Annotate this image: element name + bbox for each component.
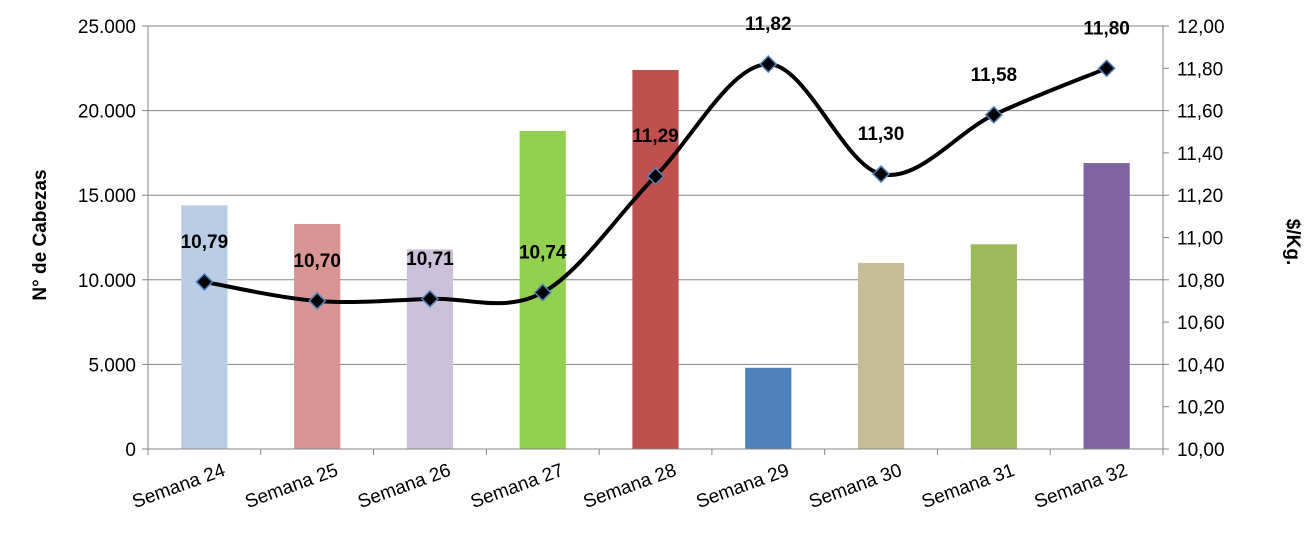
x-tick-label: Semana 29 — [693, 460, 792, 513]
price-marker — [646, 167, 665, 186]
price-markers — [195, 55, 1116, 311]
x-tick-label: Semana 28 — [581, 460, 680, 513]
x-tick-label: Semana 24 — [130, 460, 229, 513]
price-data-label: 11,58 — [971, 65, 1018, 86]
right-tick-label: 10,00 — [1177, 440, 1225, 461]
price-marker — [871, 164, 891, 184]
right-tick-label: 12,00 — [1177, 17, 1225, 38]
price-marker — [308, 291, 327, 311]
right-tick-label: 10,20 — [1177, 398, 1225, 419]
price-data-label: 11,80 — [1083, 18, 1130, 39]
price-line — [204, 62, 1108, 306]
left-tick-label: 15.000 — [78, 186, 136, 207]
right-axis-ticks: 10,00 10,20 10,40 10,60 10,80 11,00 11,20 11,40… — [1163, 17, 1225, 461]
price-marker — [420, 289, 440, 308]
price-data-label: 10,79 — [181, 232, 229, 253]
price-data-label: 11,82 — [745, 14, 792, 35]
price-marker — [533, 283, 552, 302]
bar — [181, 205, 228, 449]
bar — [406, 249, 454, 449]
right-tick-label: 11,40 — [1177, 144, 1223, 165]
x-tick-label: Semana 30 — [806, 460, 905, 513]
price-data-label: 10,71 — [406, 249, 454, 270]
x-tick-label: Semana 32 — [1032, 460, 1131, 513]
bars — [181, 69, 1130, 450]
left-axis-title: N° de Cabezas — [30, 169, 51, 300]
right-tick-label: 10,60 — [1177, 313, 1225, 334]
right-tick-label: 11,20 — [1177, 186, 1223, 207]
price-data-label: 10,74 — [519, 242, 567, 263]
x-tick-label: Semana 25 — [242, 460, 341, 513]
bar — [970, 244, 1017, 449]
price-data-label: 11,29 — [632, 126, 679, 147]
left-tick-label: 0 — [125, 440, 136, 461]
left-tick-label: 5.000 — [88, 355, 136, 376]
right-axis-title: $/Kg. — [1282, 219, 1303, 265]
left-tick-label: 10.000 — [78, 271, 136, 292]
price-marker — [759, 55, 778, 74]
right-tick-label: 11,60 — [1177, 102, 1223, 123]
left-tick-label: 20.000 — [78, 102, 136, 123]
bar — [857, 262, 905, 449]
left-axis-ticks: 0 5.000 10.000 15.000 20.000 25.000 — [78, 17, 148, 461]
price-marker — [1097, 59, 1116, 78]
x-axis-ticks: Semana 24 Semana 25 Semana 26 Semana 27 Sema… — [130, 460, 1131, 513]
price-data-label: 11,30 — [858, 124, 905, 145]
x-tick-label: Semana 26 — [355, 460, 454, 513]
price-data-label: 10,70 — [293, 251, 341, 272]
right-tick-label: 11,00 — [1177, 229, 1223, 250]
price-marker — [984, 105, 1003, 124]
price-marker — [195, 272, 214, 291]
x-tick-label: Semana 27 — [468, 460, 567, 513]
left-tick-label: 25.000 — [78, 17, 136, 38]
bar — [294, 223, 341, 449]
bar — [745, 367, 792, 449]
bar — [632, 69, 679, 449]
x-tick-label: Semana 31 — [919, 460, 1018, 513]
bar — [1083, 163, 1130, 449]
right-tick-label: 10,80 — [1177, 271, 1225, 292]
right-tick-label: 11,80 — [1177, 59, 1223, 80]
price-data-labels: 10,79 10,70 10,71 10,74 11,29 11,82 11,30 11,58… — [181, 14, 1130, 272]
right-tick-label: 10,40 — [1177, 355, 1225, 376]
